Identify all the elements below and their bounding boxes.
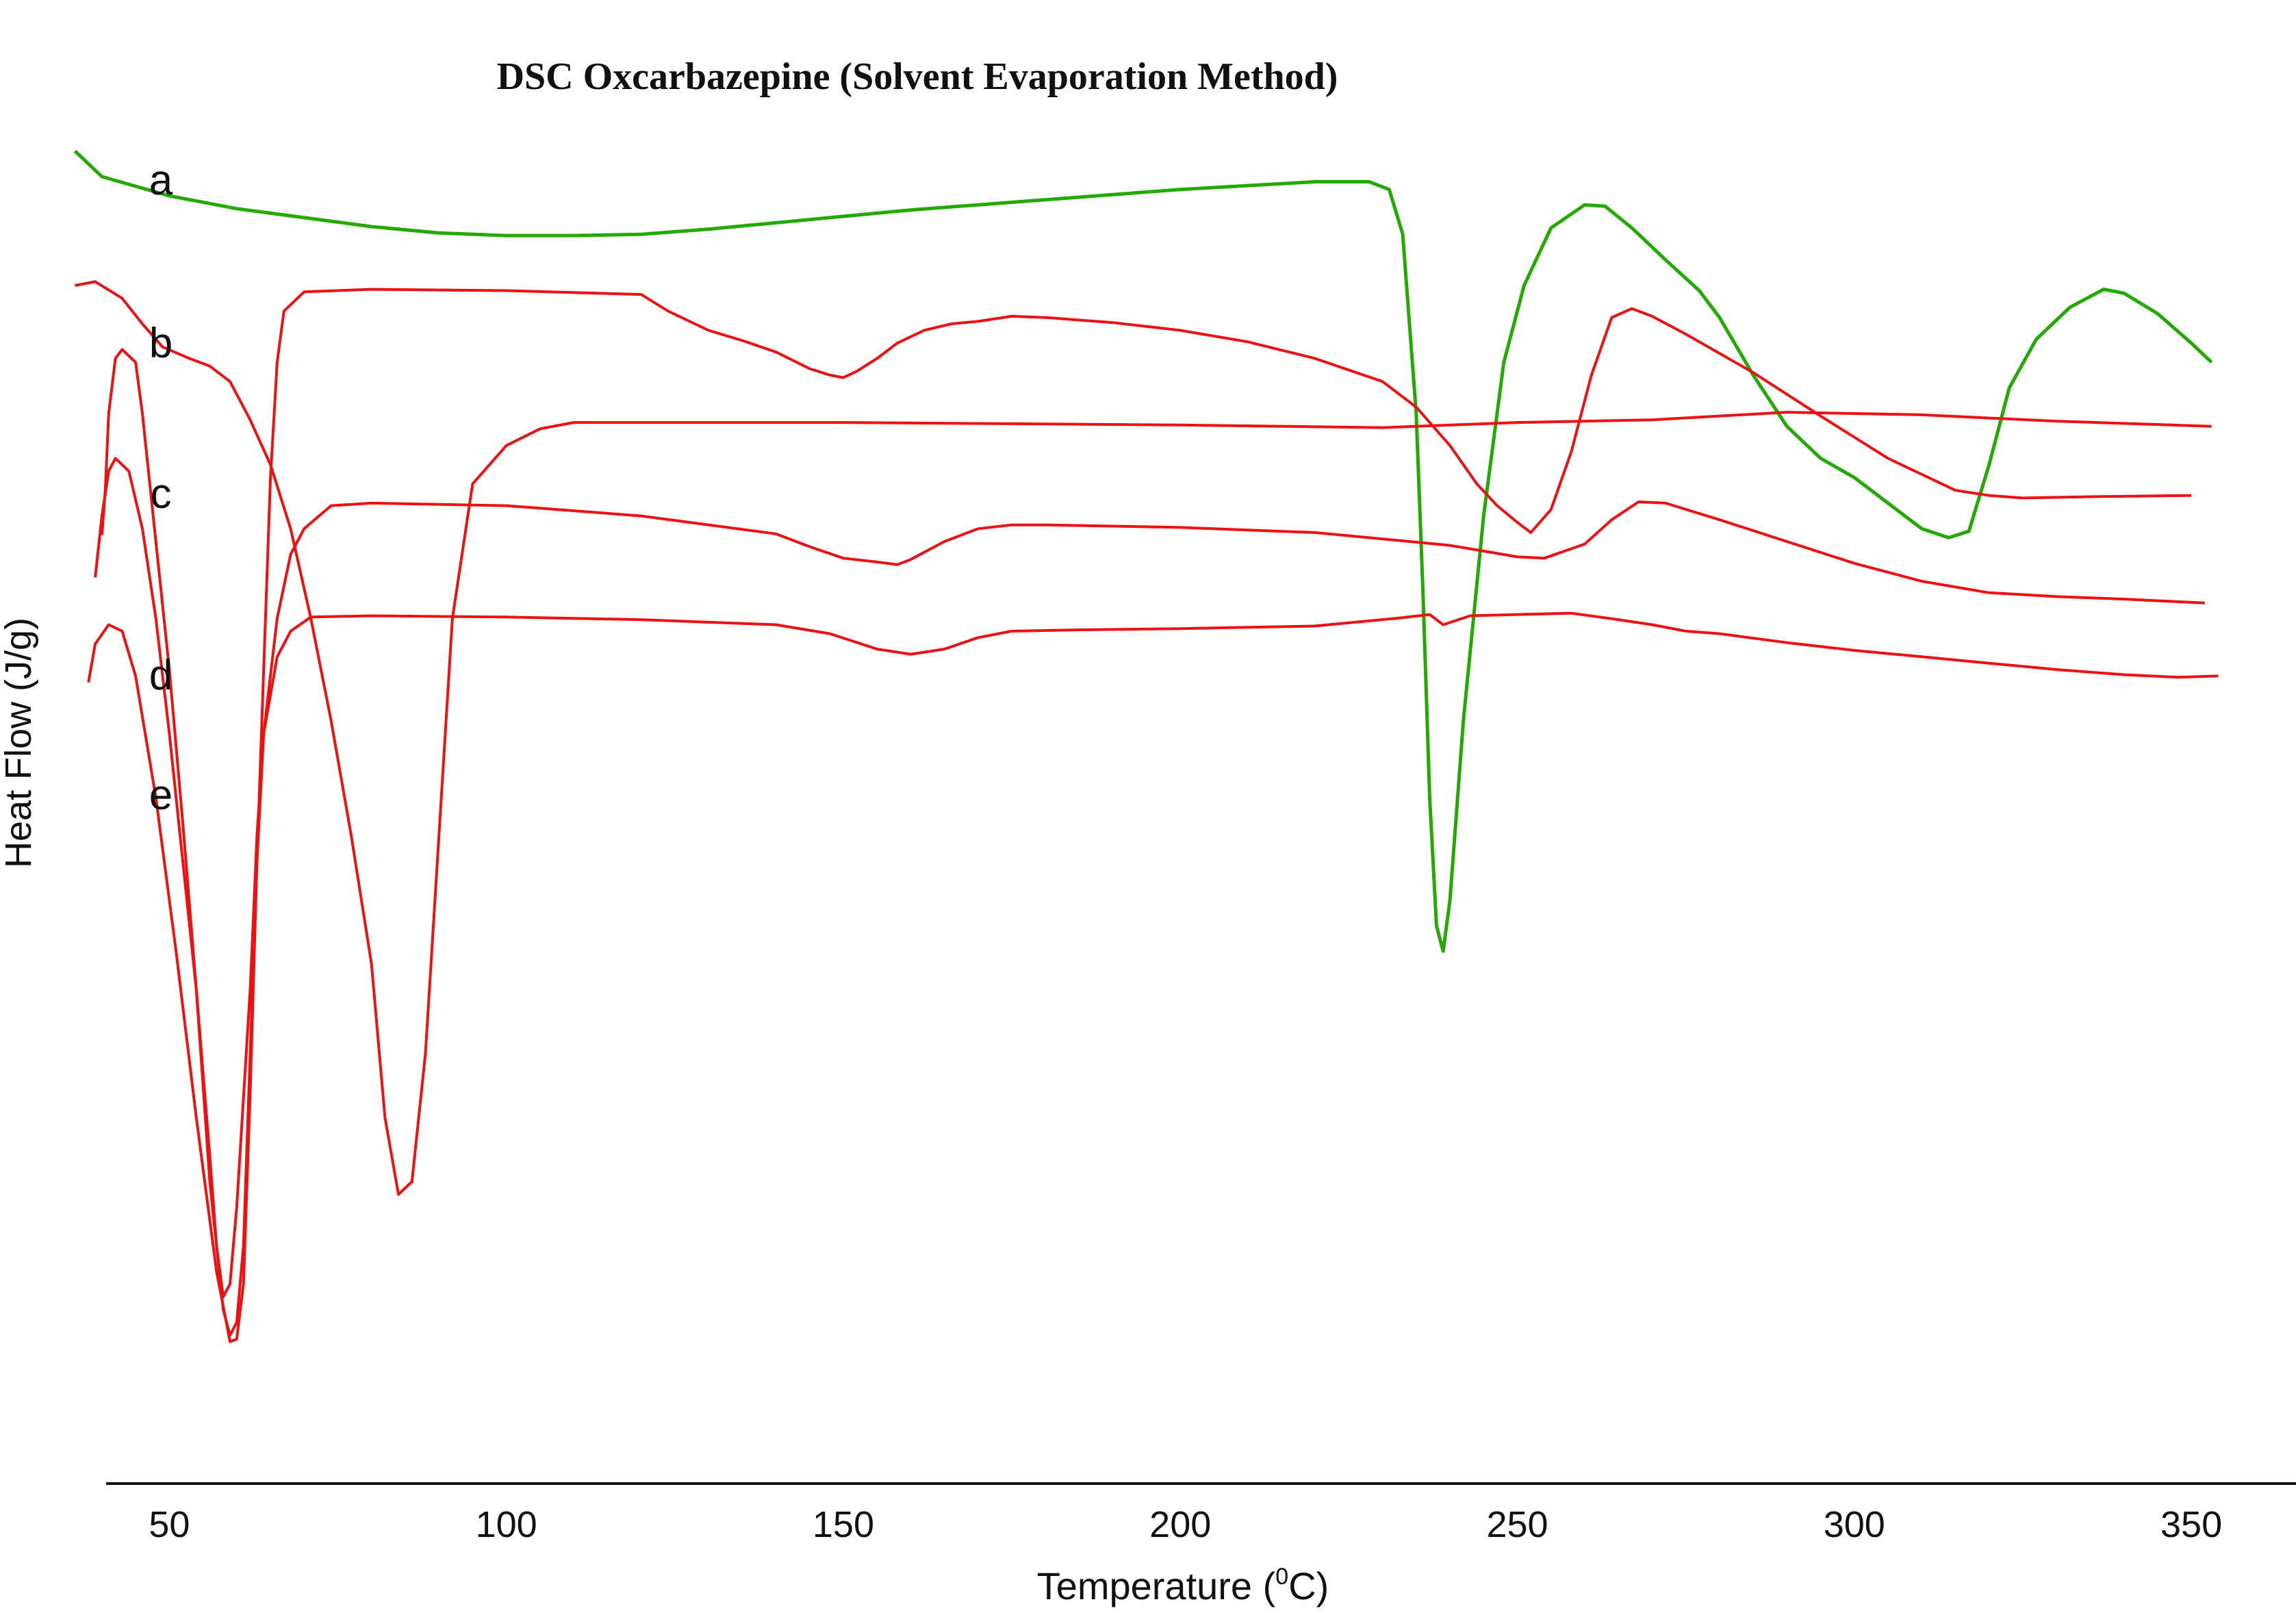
series-label-a: a bbox=[149, 157, 173, 204]
series-line-d bbox=[94, 457, 2205, 1299]
series-line-b bbox=[75, 280, 2212, 1196]
x-tick-label-200: 200 bbox=[1149, 1504, 1211, 1545]
x-axis-label-superscript: 0 bbox=[1275, 1564, 1288, 1590]
series-line-c bbox=[100, 288, 2192, 1337]
series-line-e bbox=[87, 611, 2219, 1343]
x-tick-label-300: 300 bbox=[1824, 1504, 1885, 1545]
x-axis-label: Temperature (0C) bbox=[1037, 1564, 1329, 1607]
x-axis-label-main: Temperature ( bbox=[1037, 1564, 1276, 1607]
chart-title: DSC Oxcarbazepine (Solvent Evaporation M… bbox=[497, 55, 1338, 98]
series-lines bbox=[73, 149, 2219, 1343]
series-label-c: c bbox=[151, 470, 172, 518]
y-axis-label: Heat Flow (J/g) bbox=[0, 618, 39, 868]
series-label-e: e bbox=[149, 772, 173, 819]
x-tick-label-100: 100 bbox=[476, 1504, 537, 1545]
series-label-d: d bbox=[149, 652, 173, 699]
x-tick-label-50: 50 bbox=[149, 1504, 190, 1545]
series-label-b: b bbox=[149, 320, 173, 367]
x-axis-ticks: 50 100 150 200 250 300 350 bbox=[149, 1504, 2222, 1545]
x-tick-label-350: 350 bbox=[2160, 1504, 2222, 1545]
series-line-a bbox=[73, 149, 2213, 953]
x-axis-label-end: C) bbox=[1288, 1564, 1329, 1607]
x-tick-label-150: 150 bbox=[813, 1504, 874, 1545]
x-tick-label-250: 250 bbox=[1486, 1504, 1548, 1545]
series-labels: a b c d e bbox=[149, 157, 173, 819]
